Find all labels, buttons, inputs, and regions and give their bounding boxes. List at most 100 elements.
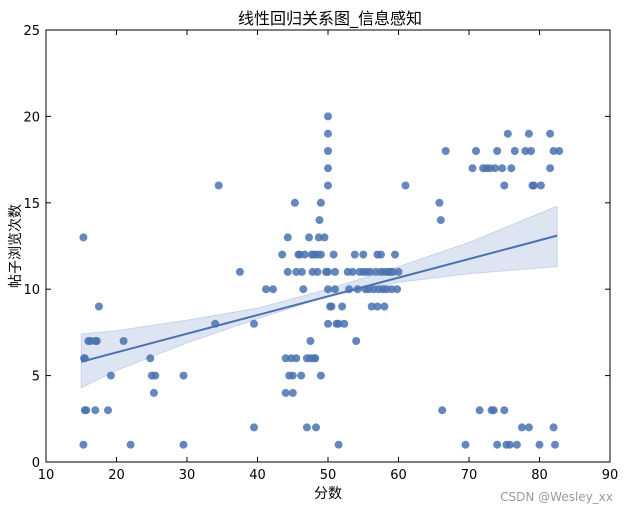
scatter-point <box>338 302 347 311</box>
scatter-point <box>288 388 297 397</box>
scatter-point <box>313 267 322 276</box>
confidence-band-layer <box>80 205 558 389</box>
x-tick-label: 30 <box>179 468 196 483</box>
scatter-point <box>387 285 396 294</box>
scatter-point <box>250 319 258 328</box>
scatter-point <box>288 371 297 380</box>
scatter-point <box>468 164 477 173</box>
scatter-point <box>119 337 128 345</box>
scatter-point <box>517 423 526 432</box>
scatter-point <box>320 233 329 242</box>
y-tick-label: 10 <box>23 283 40 298</box>
scatter-point <box>324 285 332 294</box>
scatter-point <box>331 285 339 294</box>
scatter-point <box>104 406 112 415</box>
scatter-point <box>106 371 115 380</box>
scatter-point <box>300 250 309 259</box>
scatter-point <box>281 354 290 363</box>
scatter-point <box>503 129 512 138</box>
y-tick-label: 15 <box>23 197 40 212</box>
scatter-point <box>527 147 535 155</box>
scatter-point <box>500 406 509 415</box>
scatter-point <box>491 164 500 173</box>
scatter-point <box>352 337 361 345</box>
scatter-point <box>489 406 498 415</box>
scatter-point <box>82 406 91 415</box>
scatter-point <box>334 440 343 449</box>
scatter-point <box>475 406 484 415</box>
scatter-point <box>311 354 320 363</box>
scatter-point <box>524 129 533 138</box>
scatter-point <box>250 423 258 432</box>
scatter-point <box>283 233 292 242</box>
scatter-point <box>472 147 480 155</box>
scatter-point <box>283 267 292 276</box>
x-tick-label: 50 <box>320 468 337 483</box>
scatter-point <box>278 250 287 259</box>
scatter-point <box>549 423 558 432</box>
scatter-point <box>79 440 88 449</box>
scatter-points-layer <box>79 112 564 449</box>
scatter-point <box>367 302 376 311</box>
scatter-point <box>305 233 313 242</box>
y-axis-label: 帖子浏览次数 <box>8 204 24 288</box>
scatter-point <box>555 147 564 155</box>
scatter-point <box>438 406 447 415</box>
scatter-point <box>149 388 158 397</box>
x-tick-label: 10 <box>38 468 55 483</box>
scatter-point <box>461 440 470 449</box>
y-ticks: 0 5 10 15 20 25 <box>23 24 610 471</box>
chart-title: 线性回归关系图_信息感知 <box>238 9 422 29</box>
scatter-point <box>394 267 403 276</box>
scatter-point <box>373 302 382 311</box>
scatter-point <box>546 164 555 173</box>
scatter-point <box>94 302 103 311</box>
y-tick-label: 20 <box>23 110 40 125</box>
scatter-point <box>79 233 88 242</box>
scatter-point <box>292 267 301 276</box>
scatter-point <box>435 198 444 207</box>
scatter-point <box>92 337 101 345</box>
scatter-point <box>498 164 507 173</box>
scatter-point <box>329 250 338 259</box>
scatter-point <box>179 440 188 449</box>
scatter-point <box>393 285 402 294</box>
scatter-point <box>535 440 544 449</box>
scatter-point <box>214 181 223 190</box>
scatter-point <box>493 440 502 449</box>
scatter-point <box>510 147 519 155</box>
x-tick-label: 40 <box>249 468 266 483</box>
x-tick-label: 80 <box>531 468 548 483</box>
scatter-point <box>297 267 306 276</box>
scatter-point <box>146 354 155 363</box>
scatter-point <box>324 164 332 173</box>
scatter-point <box>505 440 514 449</box>
scatter-point <box>316 250 325 259</box>
scatter-point <box>316 371 325 380</box>
scatter-point <box>324 319 332 328</box>
regression-line <box>80 234 558 363</box>
scatter-point <box>436 216 445 225</box>
scatter-point <box>549 147 558 155</box>
scatter-point <box>350 250 359 259</box>
scatter-point <box>521 147 530 155</box>
scatter-point <box>324 147 332 155</box>
scatter-point <box>297 371 306 380</box>
scatter-point <box>290 198 299 207</box>
scatter-point <box>507 164 516 173</box>
scatter-point <box>327 302 336 311</box>
scatter-point <box>536 181 545 190</box>
y-tick-label: 5 <box>32 370 40 385</box>
x-ticks: 10 20 30 40 50 60 70 80 90 <box>38 30 618 483</box>
scatter-point <box>314 233 323 242</box>
scatter-point <box>299 285 308 294</box>
scatter-point <box>546 129 555 138</box>
scatter-point <box>324 267 332 276</box>
scatter-point <box>359 250 368 259</box>
y-tick-label: 0 <box>32 456 40 471</box>
scatter-point <box>388 267 397 276</box>
scatter-point <box>401 181 410 190</box>
scatter-point <box>529 181 538 190</box>
scatter-point <box>376 250 385 259</box>
